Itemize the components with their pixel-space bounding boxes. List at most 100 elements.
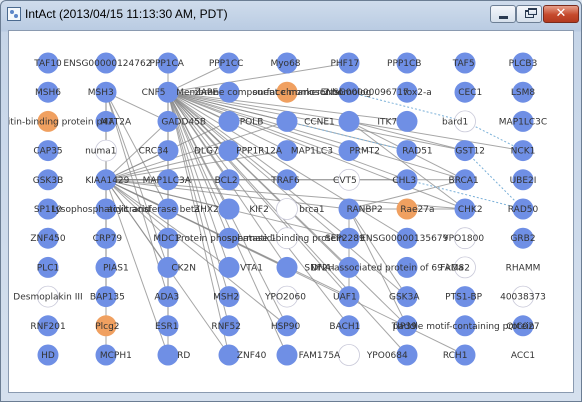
protein-node[interactable] xyxy=(157,227,179,249)
interaction-edge[interactable] xyxy=(105,91,169,122)
protein-node[interactable] xyxy=(95,227,117,249)
protein-node[interactable] xyxy=(95,315,117,337)
interaction-edge[interactable] xyxy=(167,91,288,181)
interaction-edge[interactable] xyxy=(167,62,350,93)
interaction-edge[interactable] xyxy=(105,179,230,268)
interaction-edge[interactable] xyxy=(348,179,466,210)
close-button[interactable]: ✕ xyxy=(543,5,579,23)
interaction-edge[interactable] xyxy=(348,120,466,152)
protein-node[interactable] xyxy=(454,344,476,366)
protein-node[interactable] xyxy=(276,315,298,337)
protein-node[interactable] xyxy=(396,227,418,249)
interaction-edge[interactable] xyxy=(167,91,350,239)
protein-node[interactable] xyxy=(218,52,240,74)
interaction-edge[interactable] xyxy=(167,91,408,239)
protein-node[interactable] xyxy=(454,286,476,308)
protein-node[interactable] xyxy=(276,52,298,74)
interaction-edge[interactable] xyxy=(348,120,524,152)
protein-node[interactable] xyxy=(396,256,418,278)
dashed-edge[interactable] xyxy=(464,150,524,210)
protein-node[interactable] xyxy=(454,52,476,74)
interaction-edge[interactable] xyxy=(167,91,466,210)
protein-node[interactable] xyxy=(512,81,534,103)
protein-node[interactable] xyxy=(218,198,240,220)
protein-node[interactable] xyxy=(512,315,534,337)
interaction-edge[interactable] xyxy=(167,91,408,181)
protein-node[interactable] xyxy=(218,286,240,308)
minimize-button[interactable] xyxy=(490,5,516,23)
protein-node[interactable] xyxy=(95,169,117,191)
network-canvas[interactable]: TAF10 ENSG00000124762 PPP1CA PPP1CC Myo68 PHF… xyxy=(8,30,574,393)
protein-node[interactable] xyxy=(218,227,240,249)
protein-node[interactable] xyxy=(396,169,418,191)
protein-node[interactable] xyxy=(37,81,59,103)
protein-node[interactable] xyxy=(512,52,534,74)
protein-node[interactable] xyxy=(454,140,476,162)
protein-node[interactable] xyxy=(157,344,179,366)
interaction-edge[interactable] xyxy=(167,92,230,326)
protein-node[interactable] xyxy=(512,169,534,191)
protein-node[interactable] xyxy=(338,81,360,103)
protein-node[interactable] xyxy=(276,285,298,308)
protein-node[interactable] xyxy=(37,169,59,191)
protein-node[interactable] xyxy=(157,110,179,132)
protein-node[interactable] xyxy=(512,110,534,132)
protein-node[interactable] xyxy=(338,315,360,337)
protein-node[interactable] xyxy=(218,169,240,191)
protein-node[interactable] xyxy=(512,285,534,308)
protein-node[interactable] xyxy=(396,52,418,74)
protein-node[interactable] xyxy=(276,110,298,132)
protein-node[interactable] xyxy=(37,315,59,337)
protein-node[interactable] xyxy=(276,344,298,366)
protein-node[interactable] xyxy=(454,81,476,103)
protein-node[interactable] xyxy=(95,81,117,103)
protein-node[interactable] xyxy=(454,256,476,279)
protein-node[interactable] xyxy=(512,198,534,220)
interaction-edge[interactable] xyxy=(105,92,169,297)
interaction-edge[interactable] xyxy=(105,179,288,327)
protein-node[interactable] xyxy=(157,286,179,308)
dashed-edge[interactable] xyxy=(286,120,408,152)
protein-node[interactable] xyxy=(396,110,418,132)
protein-node[interactable] xyxy=(454,110,476,133)
protein-node[interactable] xyxy=(218,110,240,132)
protein-node[interactable] xyxy=(396,286,418,308)
protein-node[interactable] xyxy=(218,81,240,103)
interaction-edge[interactable] xyxy=(167,62,230,93)
interaction-edge[interactable] xyxy=(105,120,288,181)
interaction-edge[interactable] xyxy=(105,150,288,181)
protein-node[interactable] xyxy=(218,344,240,366)
protein-node[interactable] xyxy=(218,256,240,278)
protein-node[interactable] xyxy=(396,344,418,366)
interaction-edge[interactable] xyxy=(167,91,350,152)
protein-node[interactable] xyxy=(454,198,476,220)
interaction-edge[interactable] xyxy=(105,150,169,181)
protein-node[interactable] xyxy=(338,52,360,74)
protein-node[interactable] xyxy=(157,169,179,191)
protein-node[interactable] xyxy=(338,168,360,191)
protein-node[interactable] xyxy=(276,198,298,220)
interaction-edge[interactable] xyxy=(348,208,408,327)
protein-node[interactable] xyxy=(95,110,117,132)
protein-node[interactable] xyxy=(157,140,179,162)
protein-node[interactable] xyxy=(512,227,534,249)
interaction-edge[interactable] xyxy=(105,179,350,210)
protein-node[interactable] xyxy=(37,344,59,366)
interaction-edge[interactable] xyxy=(105,150,230,181)
protein-node[interactable] xyxy=(276,140,298,162)
interaction-edge[interactable] xyxy=(167,91,466,181)
interaction-edge[interactable] xyxy=(105,179,169,239)
interaction-edge[interactable] xyxy=(105,91,169,210)
interaction-edge[interactable] xyxy=(167,91,288,356)
protein-node[interactable] xyxy=(37,227,59,249)
protein-node[interactable] xyxy=(95,286,117,308)
protein-node[interactable] xyxy=(396,315,418,337)
protein-node[interactable] xyxy=(37,285,59,308)
protein-node[interactable] xyxy=(338,344,360,366)
interaction-edge[interactable] xyxy=(167,91,350,327)
protein-node[interactable] xyxy=(37,256,59,278)
protein-node[interactable] xyxy=(37,140,59,162)
protein-node[interactable] xyxy=(157,52,179,74)
protein-node[interactable] xyxy=(338,227,360,249)
